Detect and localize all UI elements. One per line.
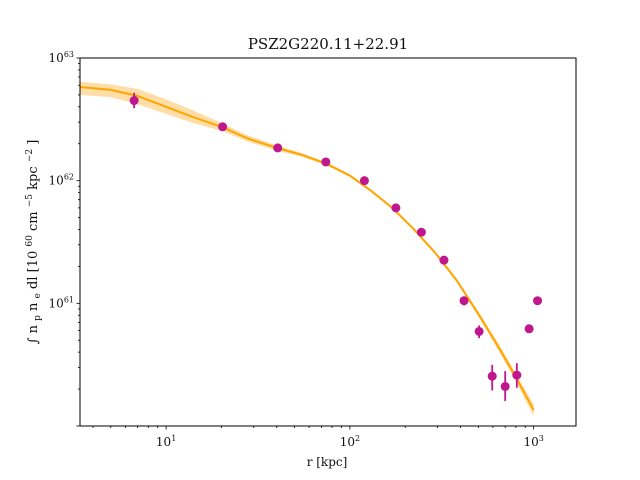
data-point — [359, 176, 369, 186]
x-tick-label: 103 — [523, 434, 543, 449]
data-point-marker — [416, 227, 426, 237]
x-tick-label: 102 — [340, 434, 360, 449]
y-label-n2: n — [26, 302, 41, 311]
model-line-layer — [80, 86, 535, 411]
data-point-marker — [218, 122, 228, 132]
data-point-marker — [391, 203, 401, 213]
axes-layer: 101 102 103 1061 1062 1063 — [49, 50, 577, 449]
y-label-sup-60: 60 — [25, 235, 35, 247]
model-line — [80, 86, 535, 411]
data-point — [439, 255, 449, 265]
data-point — [487, 364, 497, 391]
data-point-marker — [500, 381, 510, 391]
data-point-marker — [459, 296, 469, 306]
data-point-marker — [512, 370, 522, 380]
data-point-marker — [487, 371, 497, 381]
data-point — [533, 296, 543, 306]
data-point — [474, 325, 484, 339]
y-tick-label: 1063 — [49, 50, 74, 65]
plot-frame — [79, 57, 577, 427]
data-point — [391, 203, 401, 213]
y-tick-label: 1062 — [49, 173, 74, 188]
data-point-marker — [524, 324, 534, 334]
data-point-marker — [129, 96, 139, 106]
data-point — [524, 324, 534, 334]
y-label-units-a: dl [10 — [26, 251, 41, 289]
model-uncertainty-band — [80, 81, 534, 417]
y-label-sub-e: e — [33, 293, 43, 298]
data-points-layer — [129, 92, 543, 401]
y-label-sub-p: p — [33, 315, 43, 321]
y-tick-label: 1061 — [49, 295, 74, 310]
data-point-marker — [533, 296, 543, 306]
y-label-sup-2: −2 — [25, 149, 35, 162]
y-label-kpc: kpc — [26, 166, 41, 189]
data-point-marker — [321, 157, 331, 167]
data-point-marker — [474, 326, 484, 336]
model-band-layer — [80, 81, 534, 417]
data-point — [218, 122, 228, 132]
data-point — [500, 371, 510, 401]
data-point — [459, 296, 469, 306]
y-label-close: ] — [26, 140, 41, 145]
x-axis-label: r [kpc] — [307, 455, 348, 469]
data-point — [129, 92, 139, 109]
data-point — [416, 227, 426, 237]
y-label-cm: cm — [26, 211, 41, 231]
chart-title: PSZ2G220.11+22.91 — [248, 35, 408, 53]
data-point — [273, 143, 283, 153]
x-tick-label: 101 — [156, 434, 176, 449]
data-point-marker — [273, 143, 283, 153]
data-point-marker — [439, 255, 449, 265]
y-label-n1: n — [26, 324, 41, 333]
data-point-marker — [359, 176, 369, 186]
y-axis-label: ∫ n p n e dl [10 60 cm −5 kpc −2 ] — [21, 140, 44, 345]
y-label-sup-5: −5 — [25, 194, 35, 208]
data-point — [512, 363, 522, 388]
data-point — [321, 157, 331, 167]
y-label-integral: ∫ — [26, 337, 41, 344]
